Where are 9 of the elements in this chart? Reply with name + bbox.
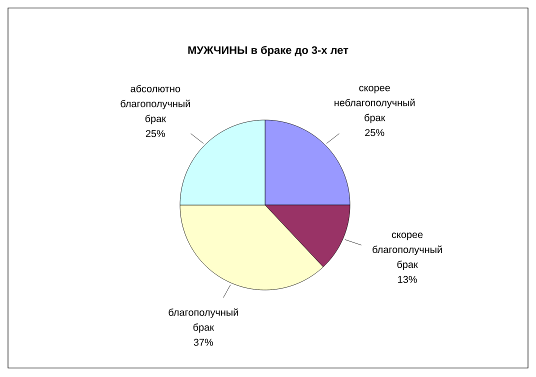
slice-label: скорее благополучный брак bbox=[372, 232, 442, 270]
slice-label: благополучный брак bbox=[168, 308, 238, 333]
data-label: 25% bbox=[365, 129, 384, 136]
data-label: 13% bbox=[398, 276, 417, 283]
slice-label: скорее неблагополучный брак bbox=[334, 86, 415, 124]
chart-title: МУЖЧИНЫ в браке до 3-х лет bbox=[188, 46, 348, 56]
slice-label: абсолютно благополучный брак bbox=[120, 84, 190, 124]
data-label: 37% bbox=[194, 338, 214, 346]
data-label: 25% bbox=[146, 130, 166, 138]
